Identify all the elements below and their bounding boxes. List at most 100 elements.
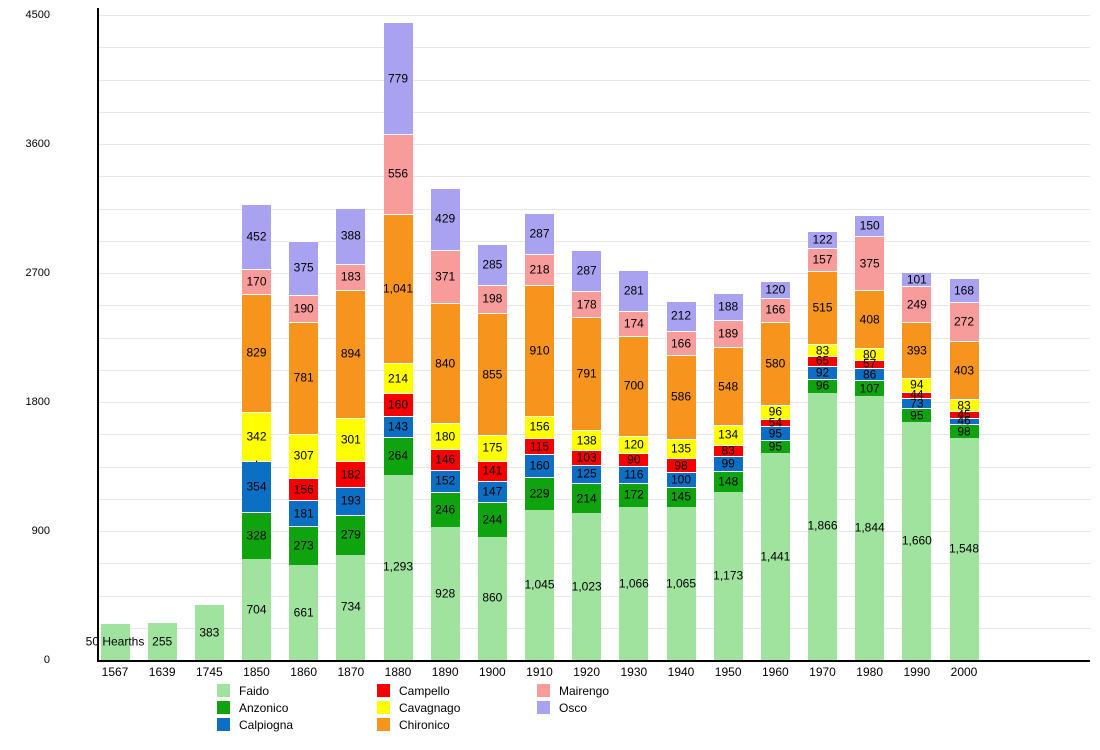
segment-value-label: 249 xyxy=(906,297,927,312)
segment-chironico-1860: 781 xyxy=(289,321,319,434)
segment-cavagnago-1980: 80 xyxy=(855,348,885,361)
segment-cavagnago-1870: 301 xyxy=(336,417,366,462)
bar-1745: 383 xyxy=(194,605,224,660)
segment-value-label: 855 xyxy=(482,367,503,382)
legend-label: Calpiogna xyxy=(239,717,294,732)
segment-mairengo-1980: 375 xyxy=(855,236,885,290)
grid-line xyxy=(97,176,1090,178)
segment-chironico-1970: 515 xyxy=(808,270,837,345)
segment-faido-1567: 50 Hearths xyxy=(86,624,144,660)
x-axis-tick-label: 1960 xyxy=(761,665,789,679)
segment-campello-1980: 57 xyxy=(855,357,885,370)
segment-value-label: 181 xyxy=(293,506,314,521)
segment-cavagnago-1860: 307 xyxy=(289,433,319,478)
legend-swatch-calpiogna xyxy=(217,718,230,731)
legend-label: Cavagnago xyxy=(399,700,461,715)
segment-anzonico-1900: 244 xyxy=(477,501,507,537)
segment-value-label: 190 xyxy=(293,301,314,316)
x-axis-tick-label: 1900 xyxy=(478,665,506,679)
segment-value-label: 371 xyxy=(435,269,456,284)
segment-osco-1860: 375 xyxy=(289,240,319,295)
segment-value-label: 160 xyxy=(529,458,550,473)
segment-value-label: 1,548 xyxy=(948,541,980,556)
segment-value-label: 548 xyxy=(718,379,739,394)
segment-osco-1990: 101 xyxy=(902,271,932,287)
segment-cavagnago-1880: 214 xyxy=(383,362,413,394)
segment-chironico-1870: 894 xyxy=(336,289,366,418)
segment-value-label: 122 xyxy=(812,232,833,247)
segment-campello-1900: 141 xyxy=(477,460,507,481)
segment-value-label: 403 xyxy=(953,363,975,378)
segment-value-label: 95 xyxy=(768,439,783,454)
segment-anzonico-1870: 279 xyxy=(336,514,366,555)
x-axis-tick-label: 2000 xyxy=(950,665,978,679)
segment-value-label: 50 Hearths xyxy=(85,634,145,649)
bar-1980: 1,844 107 86 57 80 408 375 150 xyxy=(855,214,885,660)
y-axis-tick-label: 2700 xyxy=(25,267,50,279)
segment-calpiogna-1930: 116 xyxy=(619,465,649,483)
segment-value-label: 212 xyxy=(670,308,692,323)
legend-swatch-anzonico xyxy=(217,701,230,714)
segment-value-label: 255 xyxy=(152,634,173,649)
segment-faido-1900: 860 xyxy=(477,536,507,660)
segment-chironico-1950: 548 xyxy=(713,346,743,426)
segment-anzonico-1980: 107 xyxy=(855,380,885,396)
segment-cavagnago-2000: 83 xyxy=(949,399,979,412)
segment-value-label: 307 xyxy=(293,448,314,463)
segment-value-label: 198 xyxy=(482,291,503,306)
segment-faido-1940: 1,065 xyxy=(665,507,697,660)
bar-1900: 860 244 147 141 175 855 198 285 xyxy=(477,243,507,660)
segment-value-label: 779 xyxy=(387,71,409,86)
segment-value-label: 134 xyxy=(718,427,739,442)
segment-value-label: 580 xyxy=(765,356,786,371)
segment-anzonico-1890: 246 xyxy=(430,491,460,527)
bar-1850: 704 328 354 · 342 829 170 452 xyxy=(242,204,271,660)
segment-value-label: 148 xyxy=(718,474,739,489)
segment-anzonico-1940: 145 xyxy=(666,486,696,508)
segment-value-label: 910 xyxy=(529,343,550,358)
segment-value-label: 166 xyxy=(765,302,786,317)
segment-calpiogna-1920: 125 xyxy=(572,464,602,483)
segment-value-label: 1,041 xyxy=(382,281,414,296)
segment-value-label: 781 xyxy=(293,370,314,385)
segment-value-label: 1,065 xyxy=(665,576,697,591)
segment-value-label: 178 xyxy=(576,297,597,312)
segment-calpiogna-2000: 46 xyxy=(949,414,979,427)
segment-value-label: 120 xyxy=(623,437,644,452)
legend-item-mairengo: Mairengo xyxy=(537,682,609,699)
x-axis-tick-label: 1860 xyxy=(290,665,317,679)
segment-cavagnago-1970: 83 xyxy=(808,344,837,357)
segment-value-label: 734 xyxy=(340,599,361,614)
segment-value-label: 393 xyxy=(906,343,927,358)
segment-value-label: 138 xyxy=(576,433,597,448)
segment-campello-1880: 160 xyxy=(383,393,413,417)
segment-faido-1950: 1,173 xyxy=(713,491,743,660)
segment-value-label: 189 xyxy=(718,326,739,341)
segment-campello-1870: 182 xyxy=(336,461,366,488)
segment-anzonico-1850: 328 xyxy=(242,512,271,560)
segment-value-label: 829 xyxy=(246,345,267,360)
segment-value-label: 214 xyxy=(576,491,597,506)
segment-campello-1970: 65 xyxy=(808,354,837,367)
segment-faido-1890: 928 xyxy=(430,527,460,660)
segment-value-label: 214 xyxy=(387,371,409,386)
segment-value-label: 272 xyxy=(953,314,975,329)
segment-value-label: 1,293 xyxy=(382,559,414,574)
segment-faido-1745: 383 xyxy=(194,605,224,660)
segment-osco-1980: 150 xyxy=(855,214,885,237)
segment-value-label: 44 xyxy=(910,387,924,402)
segment-faido-1860: 661 xyxy=(289,565,319,660)
segment-faido-2000: 1,548 xyxy=(948,438,980,660)
bar-1890: 928 246 152 146 180 840 371 429 xyxy=(430,188,460,660)
legend-item-calpiogna: Calpiogna xyxy=(217,716,293,733)
segment-value-label: 1,045 xyxy=(524,577,555,592)
segment-value-label: 147 xyxy=(482,484,503,499)
segment-calpiogna-1940: 100 xyxy=(666,472,696,487)
y-axis-tick-label: 3600 xyxy=(25,138,50,150)
segment-faido-1910: 1,045 xyxy=(524,510,555,660)
segment-campello-1950: 83 xyxy=(713,444,743,457)
segment-value-label: 301 xyxy=(340,432,361,447)
segment-chironico-1900: 855 xyxy=(477,312,507,436)
segment-value-label: 166 xyxy=(670,336,692,350)
segment-value-label: 45 xyxy=(957,407,971,422)
